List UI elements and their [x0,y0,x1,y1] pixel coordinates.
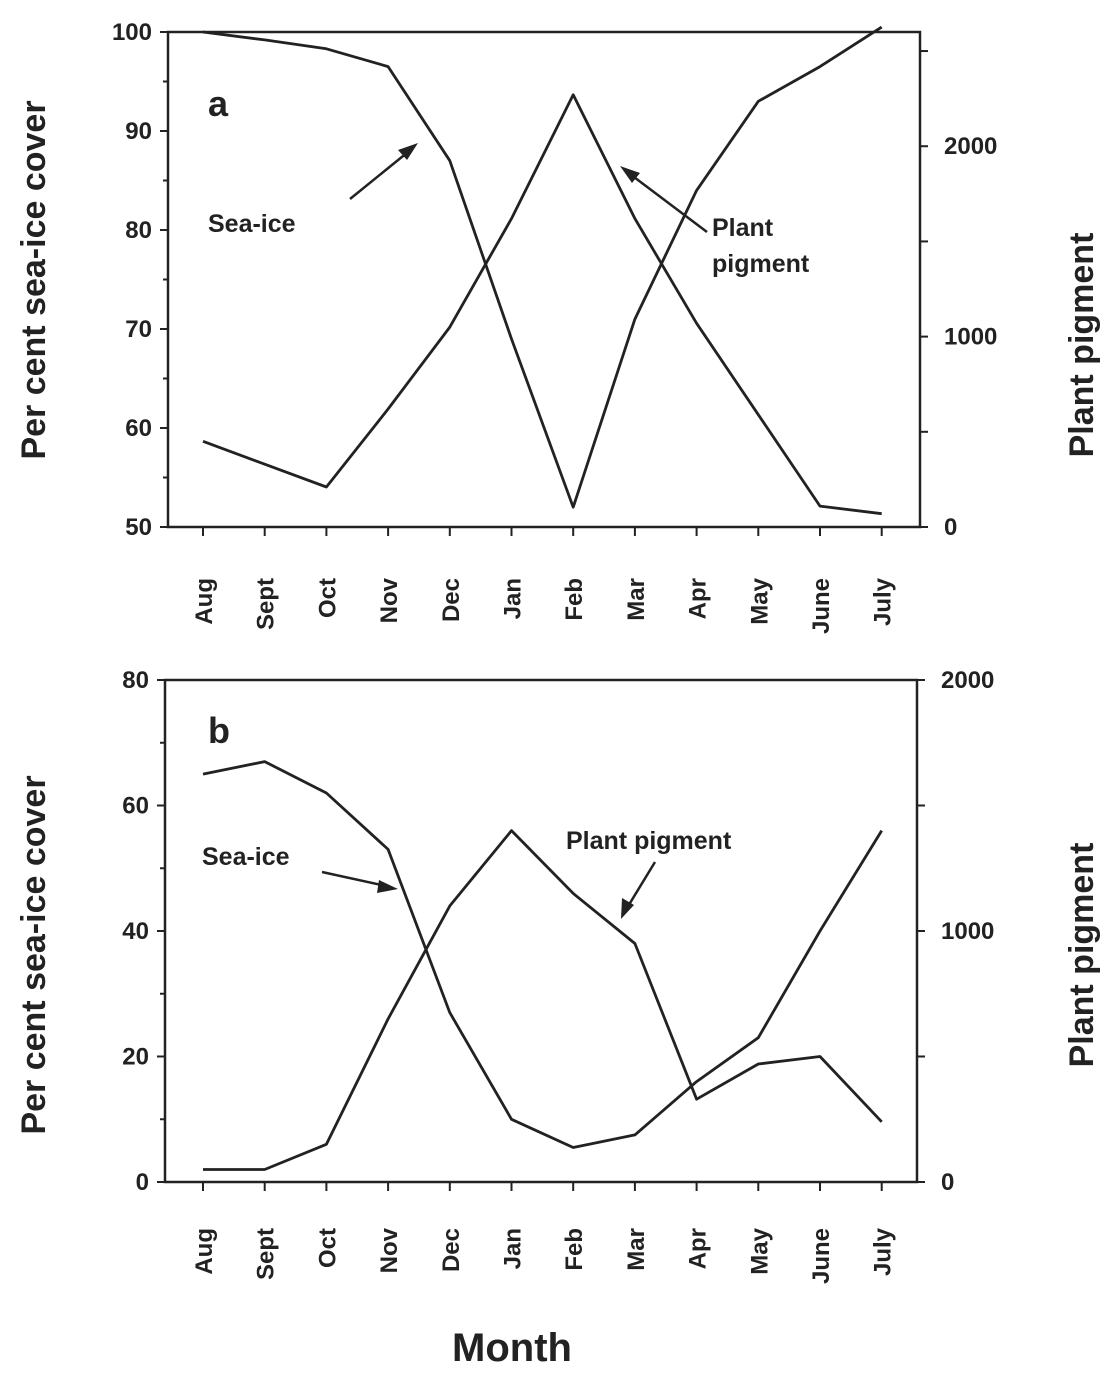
x-tick-label: July [870,577,897,626]
y-tick-labels-a: 50 60 70 80 90 100 [112,19,152,541]
x-tick-label: Oct [314,1228,341,1268]
x-tick-label: Dec [438,578,465,622]
plot-frame-a [166,30,922,529]
y-tick-labels-b: 0 20 40 60 80 [122,667,149,1196]
x-tick-label: Dec [438,1228,465,1272]
x-axis-label: Month [452,1326,572,1370]
y-tick-label: 80 [125,217,152,244]
x-tick-label: Nov [376,577,403,623]
tick-marks-b [157,679,925,1191]
plant-pigment-annotation-a-line1: Plant [712,214,774,242]
x-tick-label: July [870,1227,897,1276]
plant-pigment-line-a [202,93,882,516]
x-tick-label: Feb [561,578,588,621]
x-tick-label: June [808,1228,835,1284]
x-tick-label: Jan [500,578,527,619]
sea-ice-annotation-a: Sea-ice [208,210,296,238]
x-tick-label: Apr [685,1228,712,1269]
x-tick-label: Mar [623,578,650,621]
x-tick-label: Mar [623,1228,650,1271]
y-tick-label: 40 [122,918,149,945]
x-tick-label: May [746,577,773,624]
y-tick-label: 20 [122,1044,149,1071]
x-tick-labels-b: Aug Sept Oct Nov Dec Jan Feb Mar Apr May June July [191,1227,897,1284]
y-right-tick-label: 1000 [944,324,997,351]
y-right-tick-label: 0 [941,1169,954,1196]
x-tick-label: Aug [191,1228,218,1275]
x-tick-label: June [808,578,835,634]
y-tick-label: 90 [125,118,152,145]
y-tick-label: 60 [122,793,149,820]
sea-ice-arrow-a [349,143,418,200]
panel-label-a: a [208,83,229,124]
sea-ice-line-b [202,760,883,1149]
y-right-axis-label-b: Plant pigment [1063,843,1101,1068]
y-right-tick-label: 2000 [944,133,997,160]
y-axis-label-a: Per cent sea-ice cover [15,100,53,459]
tick-marks-a [160,31,928,536]
x-tick-label: Aug [191,578,218,625]
y-tick-label: 60 [125,415,152,442]
y-right-tick-labels-a: 0 1000 2000 [944,133,997,541]
y-tick-label: 80 [122,667,149,694]
x-tick-label: Apr [685,578,712,619]
plant-pigment-arrow-a [620,166,708,233]
panel-label-b: b [208,710,230,751]
plant-pigment-annotation-b: Plant pigment [566,827,732,855]
panel-a: 50 60 70 80 90 100 0 1000 2000 Aug Sept Oct Nov Dec… [15,19,1101,634]
y-right-tick-label: 0 [944,514,957,541]
sea-ice-line-a [202,25,883,509]
x-tick-label: Feb [561,1228,588,1271]
y-right-tick-label: 1000 [941,918,994,945]
plant-pigment-annotation-a-line2: pigment [712,250,810,278]
plant-pigment-line-b [203,829,883,1171]
plant-pigment-arrow-b [621,861,657,919]
y-axis-label-b: Per cent sea-ice cover [15,775,53,1134]
x-tick-label: Oct [314,578,341,618]
x-tick-label: Sept [253,1228,280,1280]
x-tick-label: Jan [500,1228,527,1269]
x-tick-label: May [746,1227,773,1274]
x-tick-labels-a: Aug Sept Oct Nov Dec Jan Feb Mar Apr May June July [191,577,897,634]
y-tick-label: 0 [136,1169,149,1196]
y-right-axis-label-a: Plant pigment [1063,233,1101,458]
plot-frame-b [163,678,919,1184]
x-tick-label: Nov [376,1227,403,1273]
y-tick-label: 50 [125,514,152,541]
y-tick-label: 70 [125,316,152,343]
y-tick-label: 100 [112,19,152,46]
x-tick-label: Sept [253,578,280,630]
y-right-tick-labels-b: 0 1000 2000 [941,667,994,1196]
panel-b: 0 20 40 60 80 0 1000 2000 Aug Sept Oct Nov Dec Jan F… [15,667,1101,1370]
sea-ice-arrow-b [321,870,398,893]
y-right-tick-label: 2000 [941,667,994,694]
sea-ice-annotation-b: Sea-ice [202,843,290,871]
